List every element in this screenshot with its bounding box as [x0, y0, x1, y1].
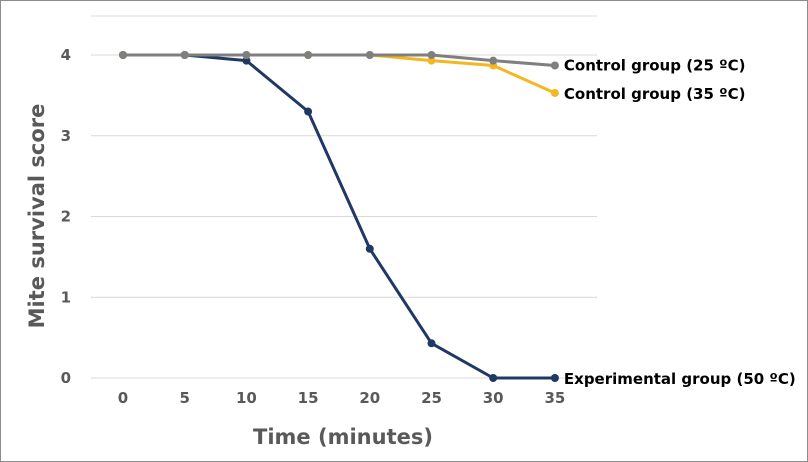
- data-point: [550, 61, 559, 70]
- y-axis-title: Mite survival score: [25, 104, 49, 329]
- data-point: [427, 51, 436, 59]
- x-tick-label: 35: [544, 389, 565, 407]
- data-point: [427, 339, 436, 348]
- x-axis-ticks: 0 5 10 15 20 25 30 35: [118, 389, 566, 407]
- x-tick-label: 20: [359, 389, 380, 407]
- x-tick-label: 0: [118, 389, 128, 407]
- x-tick-label: 15: [298, 389, 319, 407]
- y-tick-label: 3: [61, 127, 71, 145]
- data-point: [427, 56, 436, 65]
- y-tick-label: 2: [61, 208, 71, 226]
- data-point: [365, 51, 374, 59]
- x-axis-title: Time (minutes): [253, 425, 433, 449]
- data-point: [550, 88, 559, 97]
- series-label: Control group (35 ºC): [564, 85, 746, 103]
- y-tick-label: 4: [61, 46, 71, 64]
- x-tick-label: 25: [421, 389, 442, 407]
- data-point: [180, 51, 189, 59]
- x-tick-label: 5: [179, 389, 189, 407]
- series-group: [119, 51, 559, 382]
- data-point: [242, 51, 251, 59]
- data-point: [489, 374, 498, 382]
- y-tick-label: 0: [61, 369, 71, 387]
- y-axis-ticks: 0 1 2 3 4: [61, 46, 71, 387]
- data-point: [304, 51, 313, 59]
- x-tick-label: 30: [483, 389, 504, 407]
- data-point: [119, 51, 127, 59]
- series-1: [119, 51, 559, 70]
- y-tick-label: 1: [61, 288, 71, 306]
- series-line: [123, 53, 556, 67]
- gridlines: [91, 15, 597, 379]
- series-label: Control group (25 ºC): [564, 56, 746, 74]
- data-point: [489, 56, 498, 65]
- data-point: [242, 56, 251, 65]
- series-label: Experimental group (50 ºC): [564, 370, 796, 388]
- data-point: [304, 107, 313, 116]
- series-labels: Control group (25 ºC) Control group (35 º…: [564, 56, 796, 388]
- x-tick-label: 10: [236, 389, 257, 407]
- data-point: [550, 374, 559, 382]
- data-point: [365, 244, 374, 253]
